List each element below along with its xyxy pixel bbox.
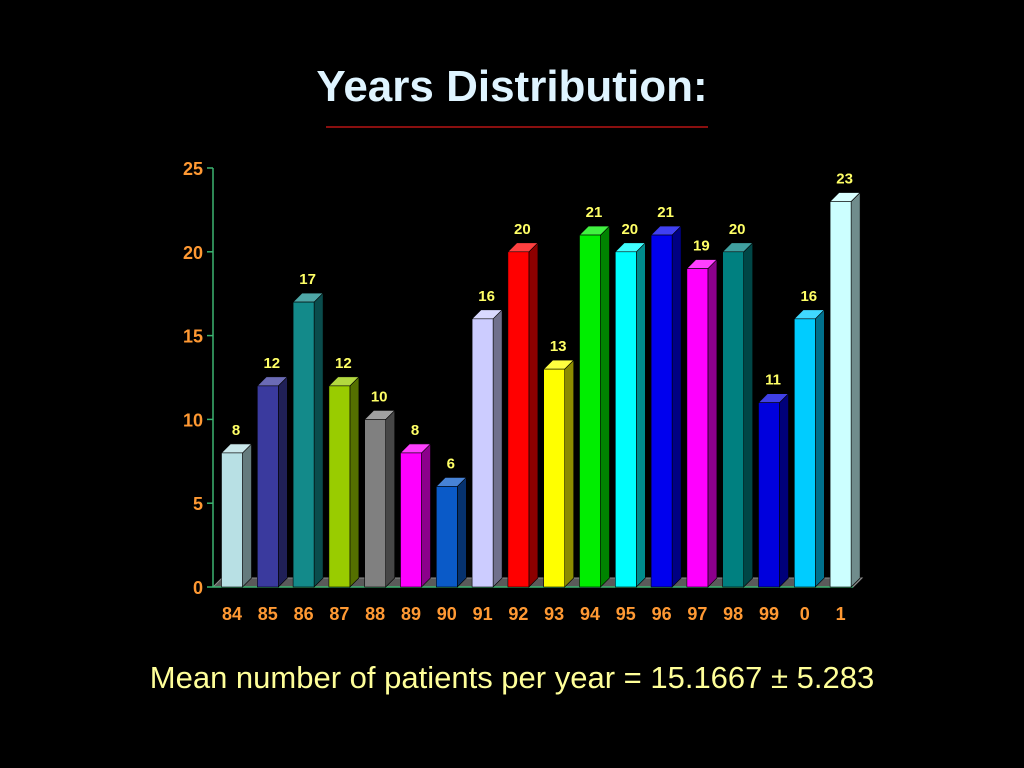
x-tick-label: 0 <box>800 604 810 624</box>
data-label: 20 <box>729 221 746 238</box>
data-label: 20 <box>621 221 638 238</box>
x-tick-label: 93 <box>544 604 564 624</box>
x-tick-label: 91 <box>473 604 493 624</box>
data-label: 6 <box>447 455 455 472</box>
bar <box>686 268 709 588</box>
x-tick-label: 88 <box>365 604 385 624</box>
y-tick-label: 5 <box>193 494 203 514</box>
x-tick-label: 99 <box>759 604 779 624</box>
bar <box>579 234 601 588</box>
data-label: 8 <box>232 422 240 439</box>
bar <box>292 301 315 588</box>
data-label: 11 <box>765 372 781 389</box>
bar <box>758 402 780 588</box>
slide-title: Years Distribution: <box>316 62 708 111</box>
x-tick-label: 95 <box>616 604 636 624</box>
bar-side <box>349 376 360 588</box>
data-label: 16 <box>478 288 495 305</box>
data-label: 23 <box>836 171 853 188</box>
x-tick-label: 96 <box>652 604 672 624</box>
bar <box>400 452 422 588</box>
bar-side <box>635 242 646 588</box>
data-label: 20 <box>514 221 531 238</box>
data-label: 10 <box>371 388 388 405</box>
bar <box>829 201 852 588</box>
bar-side <box>313 292 324 588</box>
bar <box>256 385 279 588</box>
bar <box>364 419 387 588</box>
bar-side <box>600 225 610 588</box>
data-label: 8 <box>411 422 419 439</box>
data-label: 19 <box>693 238 710 255</box>
bar <box>328 385 351 588</box>
bar-side <box>242 443 252 588</box>
bar-side <box>456 476 467 588</box>
bar <box>435 486 458 588</box>
x-tick-label: 90 <box>437 604 457 624</box>
bar <box>722 251 745 588</box>
bar <box>614 251 637 588</box>
bar <box>793 318 816 588</box>
bar-side <box>385 409 396 588</box>
bar-chart: 0510152025884128517861287108888969016912… <box>183 159 864 624</box>
x-tick-label: 97 <box>687 604 707 624</box>
bar-side <box>743 242 754 588</box>
bar <box>650 234 673 588</box>
y-tick-label: 10 <box>183 410 203 430</box>
bar <box>221 452 243 588</box>
title-underline <box>326 126 708 128</box>
data-label: 13 <box>550 338 567 355</box>
bar-side <box>528 242 539 588</box>
x-tick-label: 85 <box>258 604 278 624</box>
y-tick-label: 20 <box>183 243 203 263</box>
x-tick-label: 84 <box>222 604 242 624</box>
y-tick-label: 25 <box>183 159 203 179</box>
x-tick-label: 89 <box>401 604 421 624</box>
x-tick-label: 86 <box>294 604 314 624</box>
x-tick-label: 1 <box>836 604 846 624</box>
data-label: 21 <box>657 204 674 221</box>
x-tick-label: 98 <box>723 604 743 624</box>
data-label: 16 <box>800 288 817 305</box>
data-label: 17 <box>299 271 316 288</box>
y-tick-label: 0 <box>193 578 203 598</box>
data-label: 12 <box>335 355 352 372</box>
bar <box>507 251 530 588</box>
bar-side <box>421 443 431 588</box>
x-tick-label: 92 <box>508 604 528 624</box>
y-tick-label: 15 <box>183 327 203 347</box>
bar-side <box>814 309 825 588</box>
x-tick-label: 87 <box>329 604 349 624</box>
mean-summary-text: Mean number of patients per year = 15.16… <box>149 660 875 695</box>
data-label: 12 <box>263 355 280 372</box>
data-label: 21 <box>586 204 603 221</box>
bar <box>471 318 494 588</box>
bar-side <box>779 392 789 588</box>
bar <box>543 368 566 588</box>
bar-side <box>671 225 682 588</box>
bar-side <box>492 309 503 588</box>
bar-side <box>707 258 718 588</box>
bar-side <box>564 359 575 588</box>
bar-side <box>277 376 288 588</box>
x-tick-label: 94 <box>580 604 600 624</box>
bar-side <box>850 191 861 588</box>
